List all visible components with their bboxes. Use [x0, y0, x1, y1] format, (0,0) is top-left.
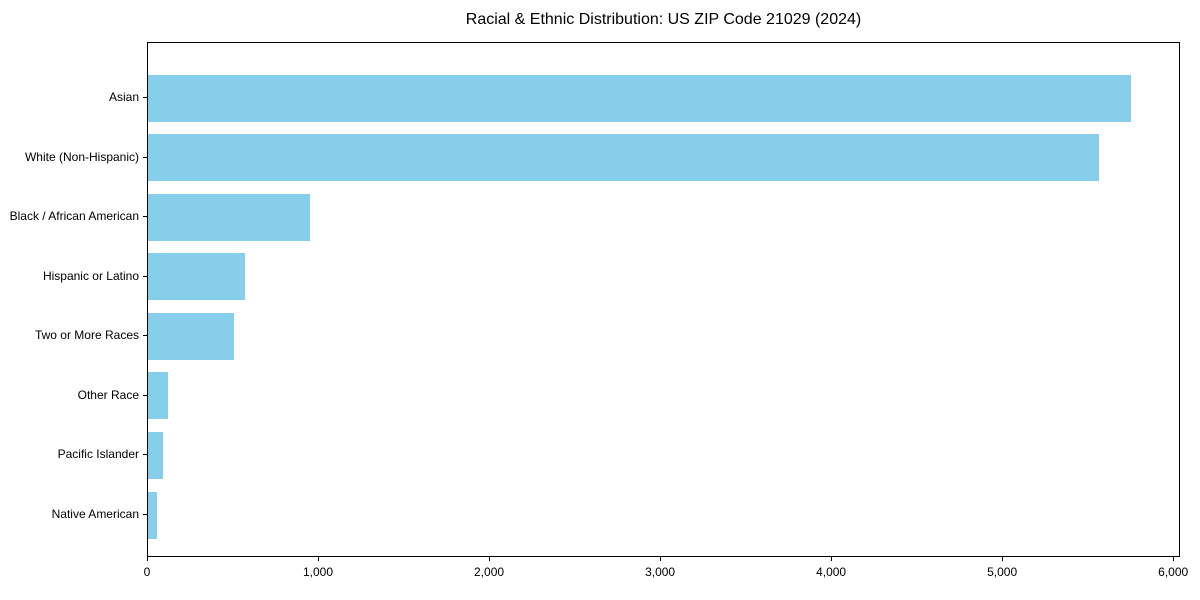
x-tick-mark [831, 557, 833, 561]
y-tick-mark [143, 335, 147, 337]
y-tick-mark [143, 97, 147, 98]
x-tick-mark [660, 557, 662, 561]
plot-area [147, 42, 1180, 557]
x-tick-mark [1002, 557, 1004, 561]
x-tick-mark [1173, 557, 1175, 561]
y-axis-label: Other Race [77, 387, 139, 402]
y-axis-label: Asian [108, 90, 139, 104]
x-axis-tick-label: 4,000 [816, 565, 847, 579]
x-axis-tick-label: 1,000 [303, 565, 334, 579]
y-tick-mark [143, 275, 147, 277]
chart-title: Racial & Ethnic Distribution: US ZIP Cod… [465, 11, 862, 28]
y-axis-label: Two or More Races [34, 328, 139, 343]
bar-native-american [148, 491, 157, 539]
x-axis-tick-label: 3,000 [645, 565, 676, 579]
x-axis-tick-label: 0 [143, 565, 151, 579]
bar-black-african-american [148, 193, 311, 241]
x-axis-tick-label: 5,000 [987, 565, 1018, 579]
y-axis-label: Pacific Islander [57, 447, 139, 462]
y-tick-mark [143, 394, 147, 396]
y-tick-mark [143, 156, 147, 158]
y-axis-label: Native American [51, 507, 139, 521]
bar-white-non-hispanic [148, 134, 1099, 182]
y-axis-label: Hispanic or Latino [42, 268, 139, 283]
y-tick-mark [143, 454, 147, 456]
bar-pacific-islander [148, 431, 163, 479]
y-tick-mark [143, 216, 147, 218]
y-tick-mark [143, 514, 147, 515]
bar-other-race [148, 372, 169, 420]
y-axis-label: Black / African American [9, 209, 139, 224]
bar-hispanic-or-latino [148, 253, 246, 301]
bar-asian [148, 74, 1132, 122]
x-tick-mark [147, 557, 148, 561]
x-tick-mark [489, 557, 491, 561]
x-tick-mark [318, 557, 320, 561]
x-axis-tick-label: 6,000 [1158, 565, 1189, 579]
y-axis-label: White (Non-Hispanic) [24, 149, 139, 164]
x-axis-tick-label: 2,000 [474, 565, 505, 579]
bar-two-or-more-races [148, 312, 235, 360]
